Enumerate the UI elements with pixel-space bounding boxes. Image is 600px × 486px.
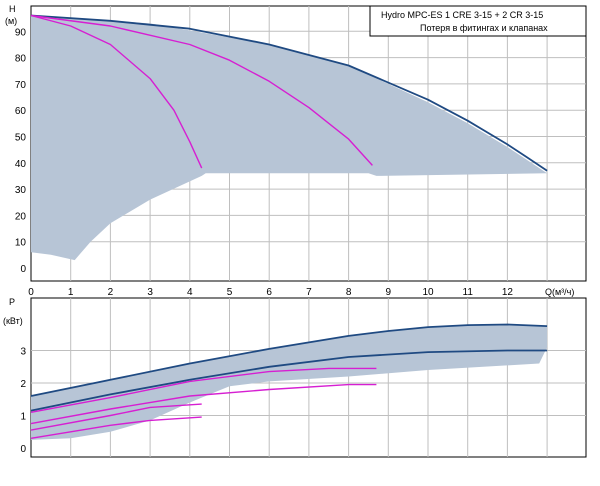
power-grid xyxy=(31,298,586,457)
head-x-tick-4: 4 xyxy=(187,287,193,298)
head-operating-envelope xyxy=(31,15,548,261)
power-curve-3 xyxy=(30,383,377,425)
power-curve-4 xyxy=(30,403,202,431)
power-y-tick-0: 0 xyxy=(20,444,26,455)
head-curve-1 xyxy=(30,14,203,169)
legend-pump-model: Hydro MPC-ES 1 CRE 3-15 + 2 CR 3-15 xyxy=(381,10,543,20)
power-curve-2 xyxy=(30,367,377,413)
head-x-tick-6: 6 xyxy=(266,287,272,298)
power-y-tick-labels: 0 1 2 3 xyxy=(20,347,26,456)
legend-fitting-loss: Потеря в фитингах и клапанах xyxy=(420,23,548,33)
power-series-group xyxy=(30,323,548,439)
head-y-tick-0: 0 xyxy=(20,264,26,275)
head-xlabel: Q(м³/ч) xyxy=(545,287,574,297)
head-x-tick-10: 10 xyxy=(422,287,434,298)
head-y-tick-80: 80 xyxy=(15,54,27,65)
head-y-tick-20: 20 xyxy=(15,211,27,222)
head-y-tick-70: 70 xyxy=(15,80,27,91)
head-x-tick-5: 5 xyxy=(227,287,233,298)
head-y-tick-30: 30 xyxy=(15,185,27,196)
legend-box xyxy=(369,5,587,37)
head-y-tick-40: 40 xyxy=(15,159,27,170)
head-x-tick-7: 7 xyxy=(306,287,312,298)
head-y-tick-60: 60 xyxy=(15,106,27,117)
head-x-tick-8: 8 xyxy=(346,287,352,298)
power-ylabel-symbol: P xyxy=(9,297,15,307)
head-curve-0 xyxy=(30,14,548,172)
power-y-tick-3: 3 xyxy=(20,347,26,358)
head-envelope xyxy=(31,15,548,261)
head-series-group xyxy=(30,14,548,172)
power-curve-0 xyxy=(30,323,548,397)
power-y-tick-1: 1 xyxy=(20,412,26,423)
power-ylabel-unit: (кВт) xyxy=(3,316,23,326)
head-curve-2 xyxy=(30,14,373,166)
head-y-tick-labels: 0 10 20 30 40 50 60 70 80 90 xyxy=(15,27,27,275)
power-chart: 0 1 2 3 P (кВт) xyxy=(3,297,587,458)
head-x-tick-2: 2 xyxy=(108,287,114,298)
head-x-tick-12: 12 xyxy=(502,287,514,298)
head-ylabel-symbol: H xyxy=(9,4,16,14)
power-curve-1 xyxy=(30,349,548,412)
head-x-tick-0: 0 xyxy=(28,287,34,298)
head-y-tick-10: 10 xyxy=(15,238,27,249)
head-x-tick-3: 3 xyxy=(147,287,153,298)
head-x-tick-9: 9 xyxy=(386,287,392,298)
head-x-tick-labels: 0 1 2 3 4 5 6 7 8 9 10 11 12 xyxy=(28,287,513,298)
head-x-tick-11: 11 xyxy=(463,287,474,298)
power-y-tick-2: 2 xyxy=(20,379,26,390)
head-ylabel-unit: (м) xyxy=(5,16,17,26)
power-curve-5 xyxy=(30,416,202,439)
head-y-tick-50: 50 xyxy=(15,133,27,144)
head-y-tick-90: 90 xyxy=(15,27,27,38)
head-x-tick-1: 1 xyxy=(68,287,74,298)
